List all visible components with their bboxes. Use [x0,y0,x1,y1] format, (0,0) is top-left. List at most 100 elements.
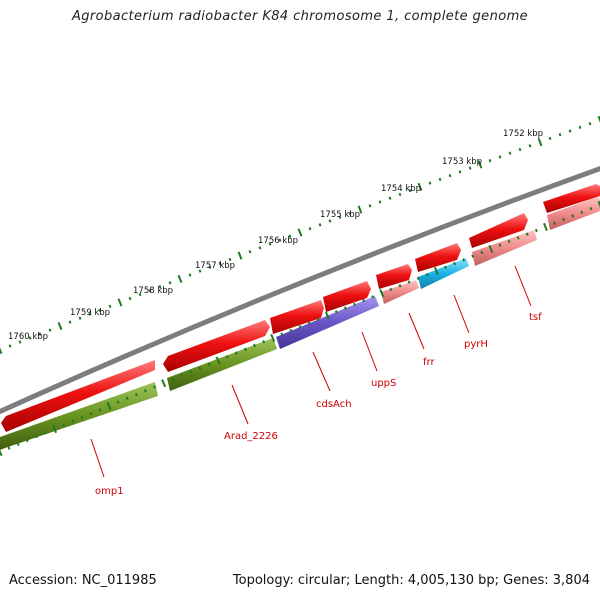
outer-tick-16 [158,285,162,289]
gene-labels: omp1 Arad_2226 cdsAch uppS frr pyrH tsf [95,312,542,497]
inner-tick-0 [0,449,3,457]
label-leaders [90,265,532,478]
inner-tick-65 [589,206,593,211]
outer-tick-49 [488,159,492,163]
inner-tick-66 [597,200,600,208]
gene-arrow-forward-4[interactable] [323,281,371,312]
gene-label-arad-2226[interactable]: Arad_2226 [224,431,278,442]
inner-tick-19 [171,377,175,382]
gene-bar-pink-2[interactable] [472,230,537,266]
gene-bar-purple[interactable] [276,296,379,349]
gene-arrow-forward-6[interactable] [415,243,461,272]
outer-tick-45 [448,173,452,178]
outer-tick-11 [108,304,112,308]
inner-tick-27 [243,347,247,351]
gene-label-frr[interactable]: frr [423,357,435,368]
outer-tick-50 [498,155,502,159]
gene-arrow-forward-8[interactable] [543,184,600,213]
inner-tick-61 [553,221,557,225]
inner-tick-41 [371,295,375,299]
inner-tick-36 [324,311,330,320]
outer-tick-48 [477,160,483,169]
gene-bar-pink-1[interactable] [381,280,419,304]
inner-tick-11 [98,408,102,412]
inner-tick-29 [262,340,266,344]
inner-tick-2 [16,442,20,446]
inner-tick-5 [43,431,47,435]
inner-tick-3 [25,438,29,443]
outer-tick-13 [128,296,132,301]
inner-tick-21 [189,370,193,374]
outer-tick-7 [68,320,72,324]
inner-tick-30 [270,333,276,343]
accession-text: Accession: NC_011985 [9,573,157,588]
inner-tick-24 [215,356,221,365]
outer-tick-31 [308,227,312,231]
outer-tick-6 [57,322,63,331]
outer-tick-37 [368,204,372,208]
outer-tick-32 [318,223,322,227]
inner-tick-40 [362,298,366,303]
inner-tick-56 [507,239,511,244]
outer-tick-47 [468,166,472,170]
inner-tick-16 [143,389,147,393]
inner-tick-6 [52,424,58,434]
gene-arrow-forward-2[interactable] [163,320,270,372]
tick-label-2: 1758 kbp [133,286,173,296]
outer-tick-10 [98,308,102,312]
gene-bar-green-2[interactable] [167,338,277,391]
inner-tick-17 [153,385,157,389]
outer-tick-35 [348,211,352,216]
outer-tick-2 [18,340,22,344]
outer-tick-20 [198,269,202,273]
outer-tick-15 [148,288,152,293]
inner-tick-60 [543,222,548,231]
outer-tick-17 [168,281,172,285]
gene-label-cdsach[interactable]: cdsAch [316,399,352,410]
gene-bar-cyan[interactable] [418,258,469,289]
inner-tick-28 [253,343,257,348]
outer-tick-0 [0,347,3,355]
inner-tick-25 [225,355,229,359]
inner-tick-8 [71,419,75,423]
gene-bar-green-1[interactable] [0,382,158,450]
inner-tick-ring [0,200,600,457]
inner-tick-57 [516,236,520,240]
inner-tick-58 [525,232,529,236]
outer-tick-44 [438,177,442,182]
outer-tick-34 [338,215,342,219]
gene-label-omp1[interactable]: omp1 [95,486,124,497]
gene-arrow-forward-5[interactable] [376,264,412,289]
inner-tick-50 [453,261,457,266]
inner-tick-54 [488,244,494,253]
gene-arrow-omp1-forward[interactable] [1,360,155,432]
inner-tick-39 [353,302,357,307]
outer-tick-46 [458,170,462,174]
gene-label-upps[interactable]: uppS [371,378,396,389]
outer-tick-1 [8,344,12,348]
inner-tick-52 [471,254,475,258]
outer-tick-39 [388,196,392,200]
inner-tick-63 [571,214,575,218]
tick-label-7: 1753 kbp [442,157,482,167]
inner-tick-15 [134,392,138,397]
inner-tick-51 [462,258,466,262]
gene-label-tsf[interactable]: tsf [529,312,542,323]
inner-tick-62 [562,217,566,222]
gene-bar-pink-3[interactable] [547,197,600,230]
inner-tick-14 [125,396,129,401]
outer-tick-33 [328,219,332,223]
outer-tick-25 [248,250,252,254]
inner-tick-38 [343,306,347,310]
gene-label-pyrh[interactable]: pyrH [464,339,488,350]
outer-tick-43 [428,181,432,185]
map-title: Agrobacterium radiobacter K84 chromosome… [71,9,529,24]
tick-label-6: 1754 kbp [381,184,421,194]
gene-arrow-forward-7[interactable] [469,213,528,248]
inner-tick-7 [62,423,66,427]
outer-tick-57 [568,129,572,133]
outer-tick-24 [237,251,243,260]
tick-label-8: 1752 kbp [503,129,543,139]
outer-tick-52 [518,147,522,152]
gene-arrow-forward-3[interactable] [270,300,324,334]
